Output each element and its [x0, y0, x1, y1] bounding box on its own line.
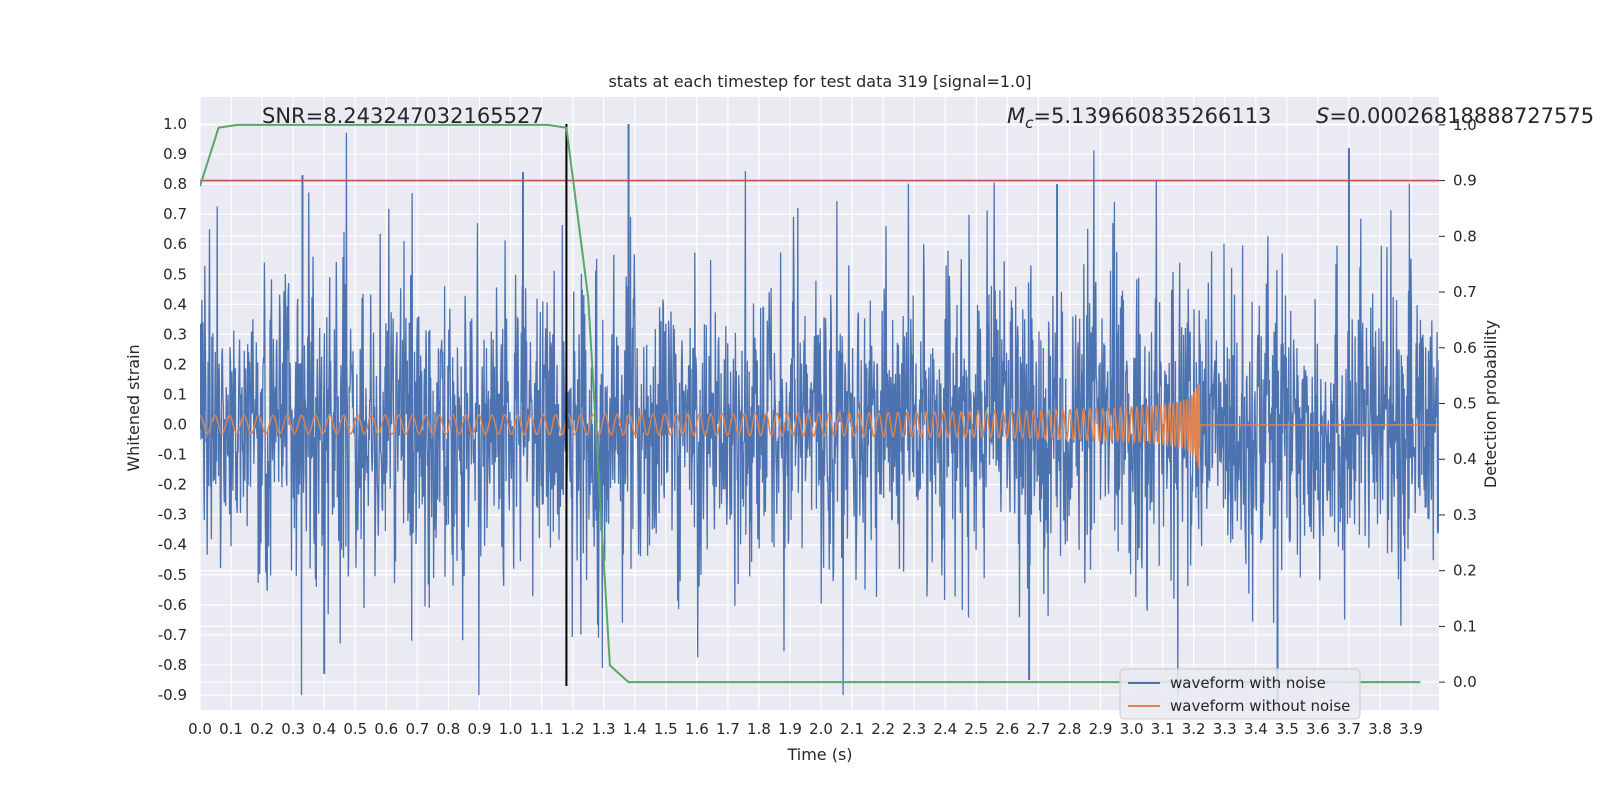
y2-tick-label: 0.1	[1453, 617, 1477, 635]
x-tick-label: 0.4	[312, 720, 336, 738]
y-tick-label: -0.6	[158, 596, 187, 614]
y2-tick-label: 0.9	[1453, 172, 1477, 190]
x-tick-label: 3.2	[1182, 720, 1206, 738]
x-tick-label: 1.2	[561, 720, 585, 738]
y-tick-label: -0.7	[158, 626, 187, 644]
x-tick-label: 0.9	[468, 720, 492, 738]
chart-title: stats at each timestep for test data 319…	[608, 72, 1031, 91]
x-tick-label: 1.5	[654, 720, 678, 738]
legend-box	[1119, 668, 1361, 720]
y-tick-label: 0.2	[163, 355, 187, 373]
x-tick-label: 1.9	[778, 720, 802, 738]
y-tick-label: 0.1	[163, 385, 187, 403]
x-tick-label: 0.2	[250, 720, 274, 738]
y-tick-label: 0.7	[163, 205, 187, 223]
ticks: 0.0 0.1 0.2 0.3 0.4 0.5 0.6 0.7 0.8 0.9 1.0 1.1 1.2 1…	[158, 115, 1477, 738]
x-tick-label: 3.1	[1151, 720, 1175, 738]
y-axis-label: Whitened strain	[124, 344, 143, 471]
y2-tick-label: 0.4	[1453, 450, 1477, 468]
x-tick-label: 1.3	[592, 720, 616, 738]
series-waveform-without-noise	[200, 384, 1439, 468]
x-tick-label: 2.5	[964, 720, 988, 738]
y2-tick-label: 0.5	[1453, 395, 1477, 413]
x-tick-label: 2.8	[1058, 720, 1082, 738]
y2-tick-label: 0.7	[1453, 283, 1477, 301]
x-tick-label: 1.0	[499, 720, 523, 738]
x-tick-label: 3.4	[1244, 720, 1268, 738]
x-tick-label: 1.7	[716, 720, 740, 738]
legend: waveform with noise waveform without nois…	[1119, 668, 1361, 720]
y-tick-label: 0.6	[163, 235, 187, 253]
y-tick-label: -0.1	[158, 446, 187, 464]
x-tick-label: 2.3	[902, 720, 926, 738]
x-tick-label: 2.9	[1089, 720, 1113, 738]
y2-tick-label: 1.0	[1453, 116, 1477, 134]
x-tick-label: 0.5	[343, 720, 367, 738]
x-tick-label: 0.3	[281, 720, 305, 738]
x-tick-label: 2.7	[1026, 720, 1050, 738]
y-tick-label: 0.3	[163, 325, 187, 343]
x-tick-label: 3.7	[1337, 720, 1361, 738]
statistic-annotation: S=0.00026818888727575	[1316, 104, 1594, 128]
y-tick-label: -0.2	[158, 476, 187, 494]
y-tick-label: 0.5	[163, 265, 187, 283]
y-tick-label: 0.9	[163, 145, 187, 163]
x-tick-label: 2.0	[809, 720, 833, 738]
snr-annotation: SNR=8.243247032165527	[262, 104, 544, 128]
legend-label: waveform without noise	[1170, 697, 1350, 715]
x-tick-label: 0.1	[219, 720, 243, 738]
x-tick-label: 3.3	[1213, 720, 1237, 738]
x-axis-label: Time (s)	[786, 745, 852, 764]
x-tick-label: 3.6	[1306, 720, 1330, 738]
y-tick-label: -0.3	[158, 506, 187, 524]
x-tick-label: 1.8	[747, 720, 771, 738]
y-tick-label: 0.8	[163, 175, 187, 193]
x-tick-label: 1.4	[623, 720, 647, 738]
x-tick-label: 0.8	[436, 720, 460, 738]
y2-tick-label: 0.3	[1453, 506, 1477, 524]
x-tick-label: 0.0	[188, 720, 212, 738]
x-tick-label: 3.5	[1275, 720, 1299, 738]
y-tick-label: 0.0	[163, 416, 187, 434]
y-tick-label: -0.4	[158, 536, 187, 554]
x-tick-label: 1.1	[530, 720, 554, 738]
x-tick-label: 2.2	[871, 720, 895, 738]
y2-tick-label: 0.8	[1453, 227, 1477, 245]
x-tick-label: 1.6	[685, 720, 709, 738]
x-tick-label: 2.4	[933, 720, 957, 738]
y-tick-label: -0.9	[158, 686, 187, 704]
x-tick-label: 3.0	[1120, 720, 1144, 738]
x-tick-label: 2.1	[840, 720, 864, 738]
y2-tick-label: 0.2	[1453, 562, 1477, 580]
y-tick-label: 0.4	[163, 295, 187, 313]
y2-tick-label: 0.0	[1453, 673, 1477, 691]
x-tick-label: 0.7	[405, 720, 429, 738]
x-tick-label: 2.6	[995, 720, 1019, 738]
series-detection-probability	[200, 123, 1421, 684]
y-tick-label: 1.0	[163, 115, 187, 133]
legend-label: waveform with noise	[1170, 674, 1326, 692]
annotations: SNR=8.243247032165527 Mc=5.13966083526611…	[262, 104, 1594, 132]
series-waveform-with-noise	[200, 132, 1439, 696]
y-tick-label: -0.8	[158, 656, 187, 674]
y2-axis-label: Detection probability	[1481, 320, 1500, 488]
x-tick-label: 3.8	[1368, 720, 1392, 738]
x-tick-label: 3.9	[1399, 720, 1423, 738]
y2-tick-label: 0.6	[1453, 339, 1477, 357]
series-layer	[200, 123, 1439, 710]
chirp-mass-annotation: Mc=5.139660835266113	[1007, 104, 1271, 132]
grid	[199, 97, 1439, 710]
x-tick-label: 0.6	[374, 720, 398, 738]
y-tick-label: -0.5	[158, 566, 187, 584]
